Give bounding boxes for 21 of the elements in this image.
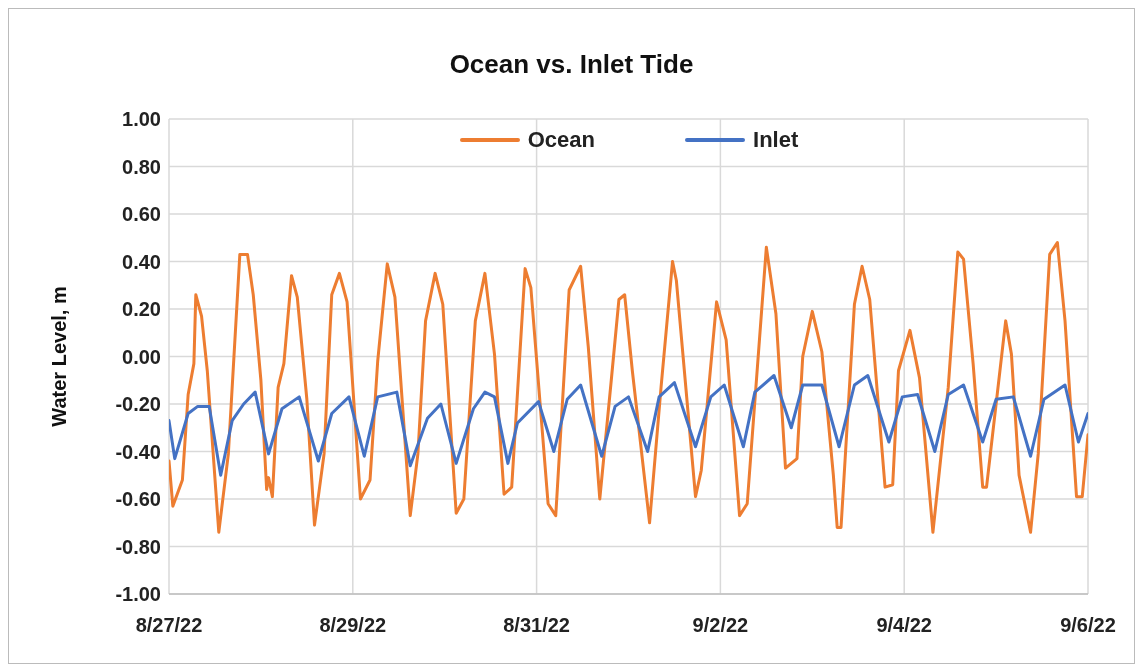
chart-title: Ocean vs. Inlet Tide — [448, 49, 695, 80]
y-tick-label: 0.80 — [122, 155, 161, 178]
y-tick-label: -0.20 — [115, 393, 161, 416]
x-tick-label: 8/29/22 — [319, 614, 387, 637]
legend-label: Ocean — [527, 127, 596, 153]
x-tick-label: 9/4/22 — [876, 614, 932, 637]
y-tick-label: 0.40 — [122, 250, 161, 273]
legend-label: Inlet — [753, 127, 799, 153]
x-tick-label: 8/31/22 — [503, 614, 570, 637]
x-tick-label: 8/27/22 — [135, 614, 203, 637]
x-tick-label: 9/2/22 — [692, 614, 749, 637]
y-tick-label: 1.00 — [122, 108, 161, 131]
y-axis-title: Water Level, m — [48, 286, 71, 427]
y-tick-label: 0.00 — [122, 345, 161, 368]
y-tick-label: 0.60 — [122, 203, 161, 226]
y-tick-label: -1.00 — [115, 583, 161, 606]
y-tick-label: -0.60 — [115, 488, 161, 511]
y-tick-label: -0.40 — [115, 440, 161, 463]
y-tick-label: -0.80 — [115, 535, 161, 558]
x-tick-label: 9/6/22 — [1060, 614, 1116, 637]
y-tick-label: 0.20 — [122, 298, 161, 321]
